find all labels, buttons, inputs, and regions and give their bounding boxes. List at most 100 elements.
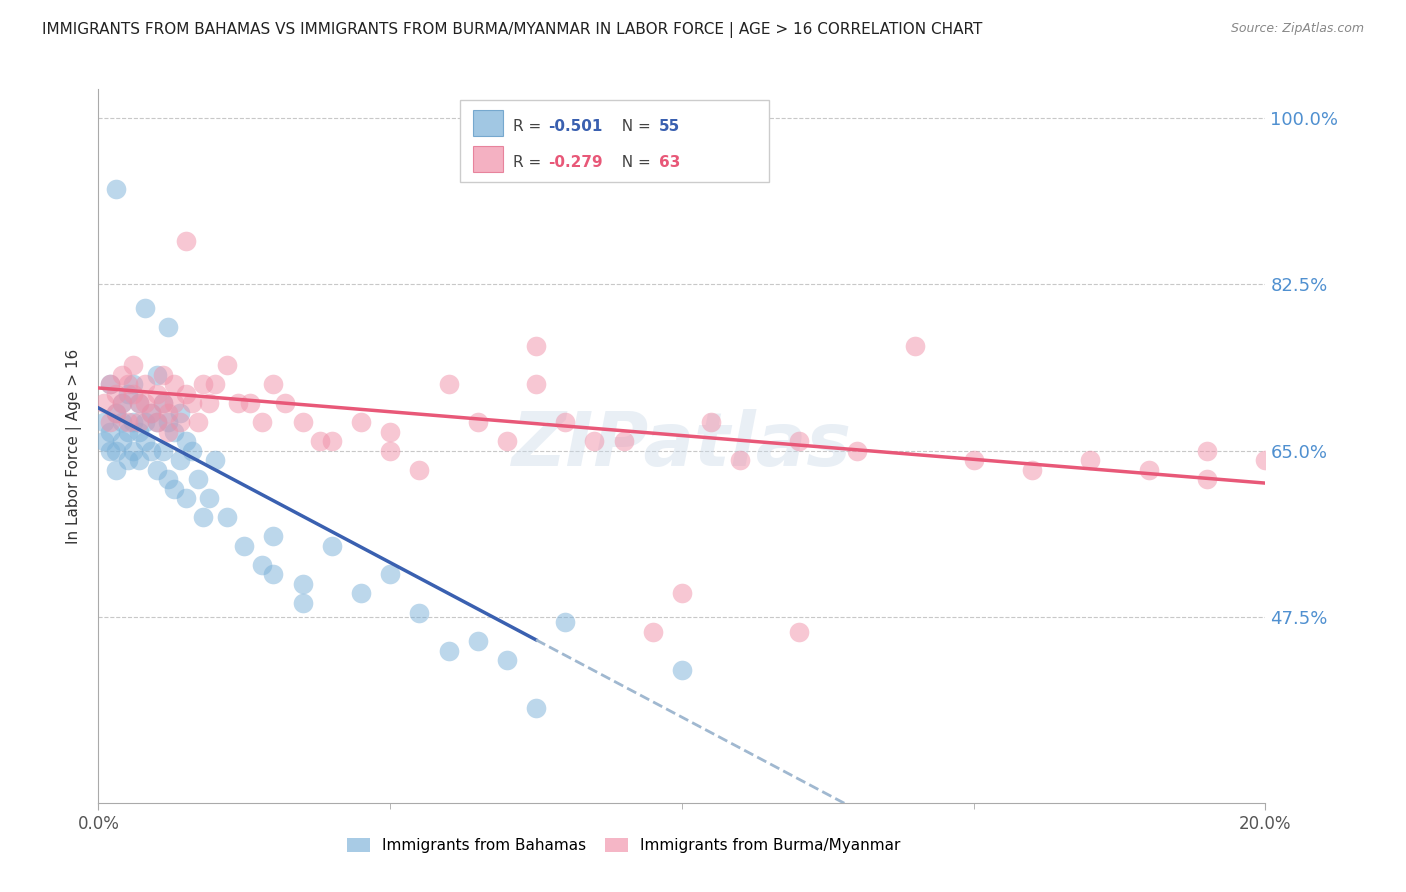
Text: IMMIGRANTS FROM BAHAMAS VS IMMIGRANTS FROM BURMA/MYANMAR IN LABOR FORCE | AGE > : IMMIGRANTS FROM BAHAMAS VS IMMIGRANTS FR… [42, 22, 983, 38]
Point [169, 453, 191, 467]
Point [309, 434, 332, 449]
Point [180, 443, 202, 458]
Point [128, 396, 150, 410]
Point [93, 434, 115, 449]
Point [163, 396, 186, 410]
Point [122, 415, 145, 429]
Point [134, 301, 156, 315]
Text: ZIPatlas: ZIPatlas [512, 409, 852, 483]
Point [98, 377, 121, 392]
Point [380, 567, 402, 582]
Point [122, 443, 145, 458]
Point [204, 453, 226, 467]
Point [146, 415, 169, 429]
Point [641, 624, 664, 639]
Point [146, 386, 169, 401]
Point [437, 643, 460, 657]
Point [146, 368, 169, 382]
Point [467, 415, 489, 429]
Point [146, 463, 169, 477]
Point [98, 415, 121, 429]
Point [111, 434, 134, 449]
Point [554, 615, 576, 629]
Point [98, 377, 121, 392]
Point [128, 415, 150, 429]
Point [1254, 453, 1277, 467]
Point [730, 453, 752, 467]
Point [350, 415, 373, 429]
Point [291, 596, 314, 610]
Legend: Immigrants from Bahamas, Immigrants from Burma/Myanmar: Immigrants from Bahamas, Immigrants from… [340, 832, 907, 859]
Point [228, 396, 250, 410]
Point [117, 453, 139, 467]
Point [163, 425, 186, 439]
Point [104, 406, 127, 420]
FancyBboxPatch shape [472, 146, 503, 172]
Point [1137, 463, 1160, 477]
Point [262, 567, 284, 582]
Point [104, 182, 127, 196]
Point [134, 396, 156, 410]
Point [350, 586, 373, 600]
Point [671, 663, 693, 677]
Text: 63: 63 [658, 155, 681, 169]
Point [122, 377, 145, 392]
Point [163, 482, 186, 496]
Point [152, 368, 174, 382]
Point [104, 443, 127, 458]
Point [496, 434, 519, 449]
Point [93, 396, 115, 410]
Point [104, 386, 127, 401]
Point [380, 425, 402, 439]
Point [117, 386, 139, 401]
Point [583, 434, 606, 449]
Point [787, 434, 810, 449]
Text: N =: N = [612, 155, 655, 169]
Point [163, 377, 186, 392]
Point [152, 396, 174, 410]
Point [1195, 472, 1218, 486]
Point [193, 510, 215, 524]
Text: R =: R = [513, 119, 546, 134]
Point [134, 434, 156, 449]
Point [612, 434, 634, 449]
Text: Source: ZipAtlas.com: Source: ZipAtlas.com [1230, 22, 1364, 36]
Point [169, 415, 191, 429]
Point [321, 434, 343, 449]
Point [117, 415, 139, 429]
Point [291, 415, 314, 429]
Point [408, 463, 430, 477]
FancyBboxPatch shape [472, 110, 503, 136]
Point [262, 529, 284, 543]
Point [787, 624, 810, 639]
Text: -0.279: -0.279 [548, 155, 602, 169]
Point [554, 415, 576, 429]
Point [262, 377, 284, 392]
Point [700, 415, 723, 429]
Point [157, 472, 180, 486]
Point [250, 558, 273, 572]
Point [437, 377, 460, 392]
Point [496, 653, 519, 667]
Point [174, 235, 197, 249]
Point [174, 386, 197, 401]
Point [1021, 463, 1043, 477]
Point [380, 443, 402, 458]
Point [180, 396, 202, 410]
Point [152, 443, 174, 458]
Point [274, 396, 297, 410]
Point [198, 491, 221, 506]
Point [128, 425, 150, 439]
Point [146, 415, 169, 429]
Point [169, 406, 191, 420]
Point [111, 415, 134, 429]
Point [671, 586, 693, 600]
Text: N =: N = [612, 119, 655, 134]
Point [128, 396, 150, 410]
Point [250, 415, 273, 429]
Point [117, 377, 139, 392]
Point [139, 406, 162, 420]
Point [157, 415, 180, 429]
Text: -0.501: -0.501 [548, 119, 602, 134]
Point [198, 396, 221, 410]
